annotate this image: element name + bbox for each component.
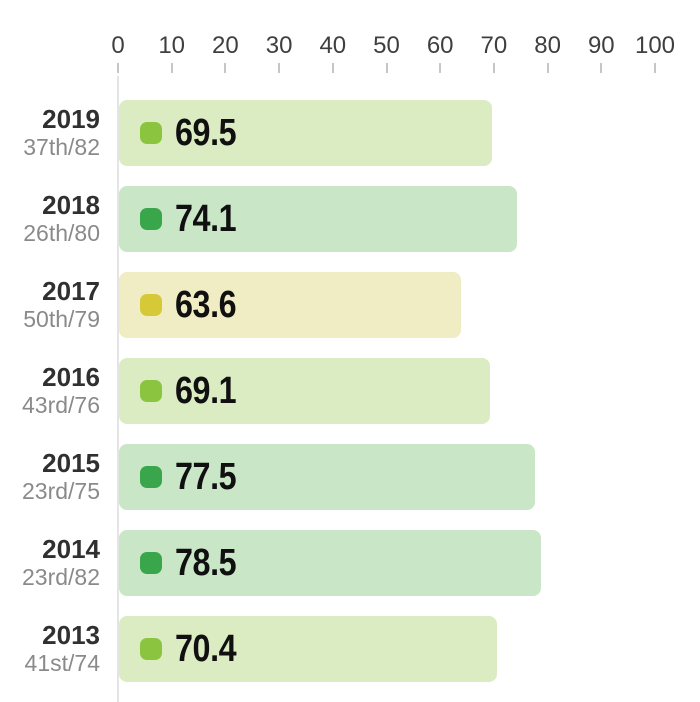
chart-row-2016: 2016 43rd/76 69.1 (0, 358, 700, 424)
axis-tick-label: 0 (111, 32, 125, 59)
axis-tick-label: 100 (634, 32, 676, 59)
row-label: 2019 37th/82 (0, 105, 100, 161)
value-label: 74.1 (175, 197, 237, 240)
zero-gridline (117, 76, 119, 702)
axis-tick-label: 80 (534, 32, 561, 59)
score-bar: 77.5 (119, 444, 536, 510)
score-bar: 69.1 (119, 358, 491, 424)
axis-tick-mark (654, 63, 656, 73)
axis-tick-label: 30 (265, 32, 293, 59)
rank-label: 26th/80 (23, 220, 100, 246)
axis-tick-mark (439, 63, 442, 73)
score-marker-icon (140, 552, 162, 574)
chart-rows: 2019 37th/82 69.5 2018 26th/80 74.1 2017… (0, 100, 700, 702)
score-marker-icon (140, 294, 162, 316)
score-marker-icon (140, 638, 162, 660)
axis-tick-mark (546, 63, 549, 73)
rank-label: 50th/79 (23, 306, 100, 332)
row-label: 2018 26th/80 (0, 191, 100, 247)
row-label: 2013 41st/74 (0, 621, 100, 677)
rank-label: 41st/74 (24, 650, 100, 676)
axis-tick-mark (117, 63, 119, 73)
axis-tick-label: 60 (426, 32, 454, 59)
year-label: 2015 (42, 448, 100, 478)
year-label: 2016 (42, 362, 100, 392)
chart-row-2013: 2013 41st/74 70.4 (0, 616, 700, 682)
row-label: 2016 43rd/76 (0, 363, 100, 419)
value-label: 77.5 (175, 455, 237, 498)
axis-tick-label: 40 (319, 32, 347, 59)
chart-row-2018: 2018 26th/80 74.1 (0, 186, 700, 252)
axis-tick-label: 70 (480, 32, 508, 59)
score-bar: 69.5 (119, 100, 493, 166)
year-label: 2014 (42, 534, 100, 564)
value-label: 69.5 (175, 111, 237, 154)
year-label: 2017 (42, 276, 100, 306)
row-label: 2014 23rd/82 (0, 535, 100, 591)
axis-tick-label: 20 (212, 32, 239, 59)
score-bar: 70.4 (119, 616, 498, 682)
axis-tick-mark (600, 63, 603, 73)
chart-row-2014: 2014 23rd/82 78.5 (0, 530, 700, 596)
year-label: 2013 (42, 620, 100, 650)
value-label: 63.6 (175, 283, 237, 326)
year-label: 2018 (42, 190, 100, 220)
rank-label: 43rd/76 (21, 392, 100, 418)
chart-row-2019: 2019 37th/82 69.5 (0, 100, 700, 166)
axis-tick-mark (170, 63, 173, 73)
score-marker-icon (140, 208, 162, 230)
score-marker-icon (140, 122, 162, 144)
axis-tick-mark (224, 63, 227, 73)
value-label: 78.5 (175, 541, 237, 584)
axis-tick-mark (385, 63, 388, 73)
row-label: 2017 50th/79 (0, 277, 100, 333)
x-axis: 0 10 20 30 40 50 60 70 80 90 100 (0, 33, 700, 78)
rank-label: 23rd/75 (21, 478, 100, 504)
axis-tick-label: 50 (373, 32, 400, 59)
row-label: 2015 23rd/75 (0, 449, 100, 505)
score-marker-icon (140, 380, 162, 402)
score-bar: 63.6 (119, 272, 461, 338)
score-bar: 74.1 (119, 186, 517, 252)
axis-tick-mark (492, 63, 495, 73)
chart-row-2017: 2017 50th/79 63.6 (0, 272, 700, 338)
axis-tick-label: 10 (158, 32, 186, 59)
year-label: 2019 (42, 104, 100, 134)
value-label: 69.1 (175, 369, 237, 412)
value-label: 70.4 (175, 627, 237, 670)
axis-tick-mark (331, 63, 334, 73)
axis-tick-label: 90 (587, 32, 615, 59)
chart-row-2015: 2015 23rd/75 77.5 (0, 444, 700, 510)
axis-tick-mark (278, 63, 281, 73)
rank-label: 23rd/82 (21, 564, 100, 590)
score-bar: 78.5 (119, 530, 541, 596)
score-marker-icon (140, 466, 162, 488)
rank-label: 37th/82 (23, 134, 100, 160)
